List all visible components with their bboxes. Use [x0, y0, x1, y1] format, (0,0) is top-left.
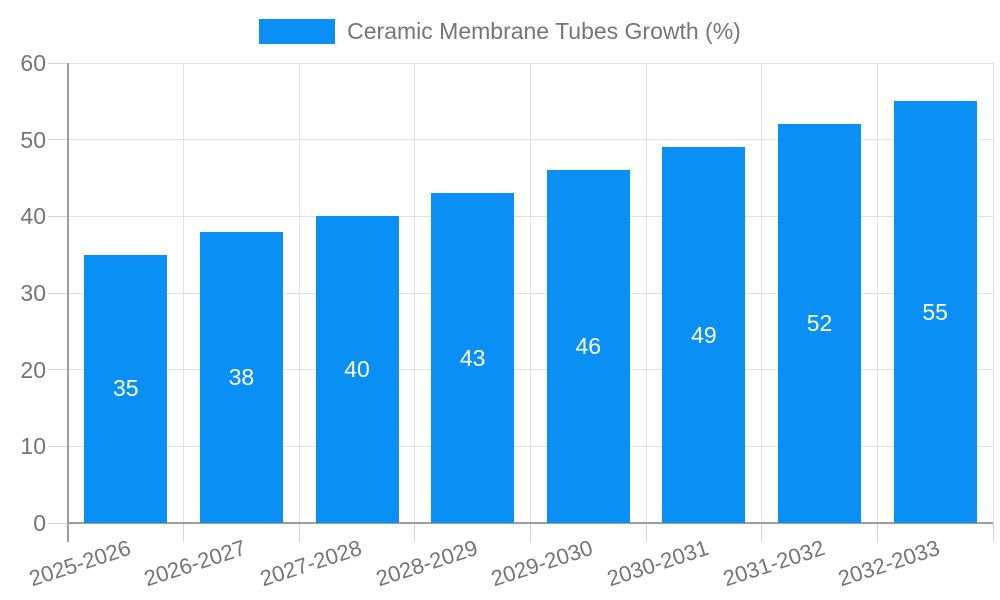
y-axis-tick [48, 215, 68, 217]
bar: 43 [431, 193, 515, 523]
v-gridline [298, 63, 300, 523]
bar-value-label: 35 [113, 375, 139, 402]
bar-value-label: 38 [228, 363, 255, 390]
v-gridline [876, 63, 878, 523]
legend: Ceramic Membrane Tubes Growth (%) [0, 16, 1000, 46]
v-gridline [992, 63, 994, 523]
plot-area: 0 10 20 30 40 50 60 35 38 40 43 46 49 52 55 2025-2026 20… [20, 50, 994, 591]
x-axis-tick [645, 523, 647, 542]
bar: 46 [546, 170, 630, 523]
y-axis-tick [48, 292, 68, 294]
x-axis-tick [414, 523, 416, 542]
legend-swatch [259, 18, 336, 44]
bar: 38 [199, 231, 283, 523]
legend-label: Ceramic Membrane Tubes Growth (%) [347, 17, 741, 44]
y-tick-label: 30 [20, 280, 46, 306]
y-tick-label: 10 [20, 433, 46, 460]
bar-value-label: 46 [575, 333, 602, 360]
y-tick-label: 60 [20, 50, 46, 76]
bar-value-label: 40 [344, 356, 370, 383]
y-axis-tick [48, 139, 68, 141]
v-gridline [530, 63, 531, 523]
y-tick-label: 50 [20, 126, 46, 153]
v-gridline [645, 63, 647, 523]
x-axis-tick [298, 523, 300, 542]
bar: 35 [84, 254, 168, 523]
x-axis-tick [876, 523, 878, 542]
bar: 49 [662, 147, 746, 523]
y-tick-label: 40 [20, 203, 46, 230]
x-axis-tick [992, 523, 994, 542]
bar-value-label: 49 [691, 321, 717, 348]
bar: 52 [778, 124, 862, 523]
v-gridline [183, 63, 185, 523]
y-axis-line [67, 63, 69, 542]
v-gridline [761, 63, 763, 523]
y-axis-tick [48, 522, 68, 524]
x-axis-tick [183, 523, 185, 542]
y-axis-tick [48, 62, 68, 64]
bar: 55 [893, 101, 977, 523]
y-tick-label: 0 [33, 510, 46, 536]
bar-value-label: 43 [459, 344, 486, 371]
y-tick-label: 20 [20, 356, 46, 383]
y-axis-tick [48, 369, 68, 371]
bar-value-label: 55 [922, 298, 948, 325]
y-axis-tick [48, 445, 68, 447]
x-axis-tick [530, 523, 531, 542]
v-gridline [414, 63, 416, 523]
x-axis-line [68, 522, 993, 524]
x-axis-tick [761, 523, 763, 542]
bar: 40 [315, 216, 399, 523]
bar-value-label: 52 [806, 310, 833, 337]
